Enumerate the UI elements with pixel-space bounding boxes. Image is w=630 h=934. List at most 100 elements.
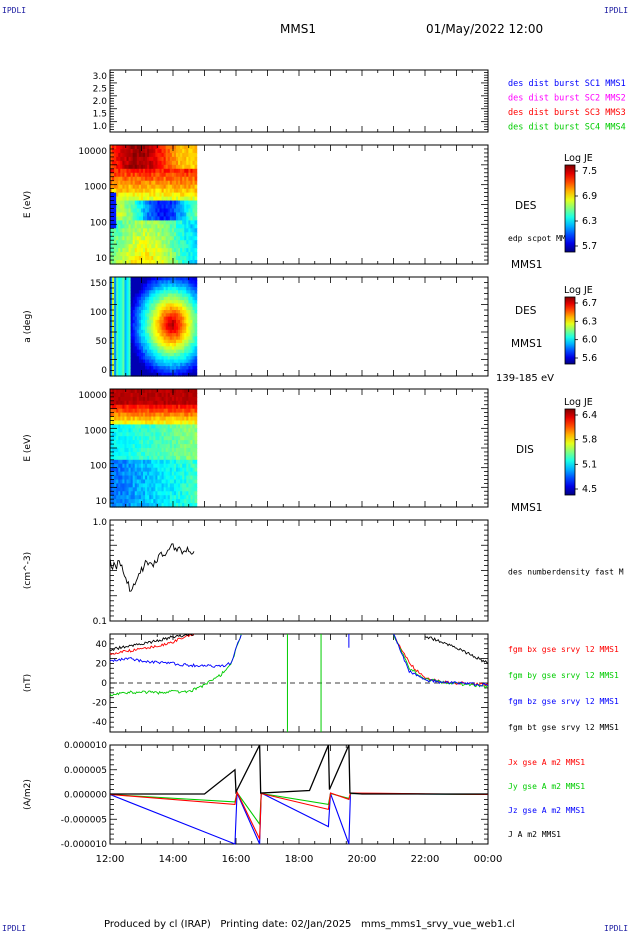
des-energy-cell <box>151 212 154 217</box>
des-pitch-cell <box>128 310 132 314</box>
dis-energy-cell <box>155 424 159 429</box>
dis-energy-cell <box>128 463 132 469</box>
des-energy-cell <box>140 192 144 198</box>
dis-energy-cell <box>151 475 154 481</box>
des-pitch-cell <box>145 349 148 354</box>
des-pitch-cell <box>122 329 126 334</box>
dis-energy-cell <box>110 408 113 414</box>
des-pitch-cell <box>194 352 198 357</box>
des-energy-cell <box>190 200 194 206</box>
des-pitch-cell <box>128 336 132 341</box>
des-energy-cell <box>126 160 130 166</box>
des-pitch-cell <box>178 326 181 331</box>
dis-energy-cell <box>180 459 183 465</box>
current-series-line <box>110 744 488 795</box>
des-energy-cell <box>112 145 115 150</box>
des-energy-cell <box>165 252 169 257</box>
des-pitch-cell <box>120 319 123 324</box>
des-energy-cell <box>176 260 179 265</box>
dis-energy-cell <box>165 479 169 484</box>
des-pitch-cell <box>149 280 152 285</box>
dis-energy-cell <box>180 463 183 469</box>
des-energy-cell <box>155 192 159 198</box>
des-pitch-cell <box>136 306 140 311</box>
dis-energy-cell <box>136 499 140 504</box>
dis-energy-cell <box>173 475 177 481</box>
des-pitch-cell <box>136 349 140 354</box>
des-pitch-cell <box>136 369 140 374</box>
dis-energy-cell <box>153 416 156 422</box>
dis-energy-cell <box>153 479 156 484</box>
dis-energy-cell <box>161 467 165 473</box>
des-pitch-cell <box>118 352 121 357</box>
des-energy-cell <box>126 224 130 229</box>
dis-energy-cell <box>161 487 165 492</box>
dis-energy-cell <box>124 459 128 465</box>
des-energy-cell <box>122 212 126 217</box>
dis-energy-cell <box>126 416 130 422</box>
dis-energy-cell <box>147 479 150 484</box>
des-pitch-cell <box>124 362 128 367</box>
footer: Produced by cl (IRAP) Printing date: 02/… <box>104 919 515 930</box>
dis-energy-cell <box>178 404 181 410</box>
des-pitch-cell <box>190 310 194 314</box>
des-pitch-panel-ylabel: a (deg) <box>23 310 33 342</box>
des-pitch-cell <box>138 362 142 367</box>
des-energy-cell <box>149 188 152 194</box>
des-energy-cell <box>124 228 128 233</box>
dis-energy-cell <box>140 392 144 398</box>
des-pitch-cell <box>116 336 119 341</box>
dis-energy-cell <box>147 428 150 433</box>
des-energy-cell <box>140 168 144 174</box>
des-energy-cell <box>132 248 136 253</box>
des-energy-cell <box>112 164 115 170</box>
des-pitch-cell <box>176 333 179 337</box>
des-energy-cell <box>132 200 136 206</box>
dis-energy-cell <box>163 412 167 418</box>
des-pitch-cell <box>182 359 185 364</box>
dis-energy-cell <box>116 491 119 496</box>
des-energy-cell <box>126 196 130 202</box>
des-energy-cell <box>136 204 140 210</box>
dis-energy-cell <box>178 459 181 465</box>
dis-energy-cell <box>132 444 136 449</box>
des-energy-cell <box>190 224 194 229</box>
des-pitch-cell <box>122 369 126 374</box>
des-energy-cell <box>116 148 119 154</box>
dis-energy-cell <box>186 448 189 453</box>
dis-energy-cell <box>176 432 179 437</box>
dis-energy-cell <box>169 487 173 492</box>
des-energy-cell <box>184 152 187 158</box>
dis-energy-cell <box>124 444 128 449</box>
des-pitch-cell <box>184 303 187 308</box>
des-energy-cell <box>114 160 117 166</box>
des-energy-cell <box>147 196 150 202</box>
des-pitch-cell <box>138 372 142 377</box>
dis-energy-cell <box>173 455 177 461</box>
des-pitch-cell <box>134 303 138 308</box>
dis-energy-cell <box>184 475 187 481</box>
des-energy-cell <box>159 145 163 150</box>
des-energy-cell <box>169 260 173 265</box>
current-ytick-label: -0.000010 <box>61 840 107 850</box>
des-energy-cell <box>153 240 156 245</box>
des-energy-cell <box>145 248 148 253</box>
des-pitch-cell <box>126 286 130 291</box>
des-pitch-cell <box>112 359 115 364</box>
plot-datetime: 01/May/2022 12:00 <box>426 22 544 36</box>
dis-energy-cell <box>122 420 126 425</box>
des-pitch-cell <box>155 329 159 334</box>
dis-energy-cell <box>143 499 146 504</box>
dis-energy-cell <box>143 444 146 449</box>
dis-energy-cell <box>138 432 142 437</box>
des-energy-cell <box>184 208 187 214</box>
des-energy-cell <box>132 208 136 214</box>
des-energy-cell <box>194 188 198 194</box>
dis-energy-cell <box>126 483 130 488</box>
dis-energy-cell <box>118 499 121 504</box>
des-energy-cell <box>186 184 189 190</box>
dis-energy-cell <box>134 463 138 469</box>
dis-energy-cell <box>134 451 138 457</box>
des-pitch-cell <box>184 277 187 281</box>
dis-energy-cell <box>118 479 121 484</box>
